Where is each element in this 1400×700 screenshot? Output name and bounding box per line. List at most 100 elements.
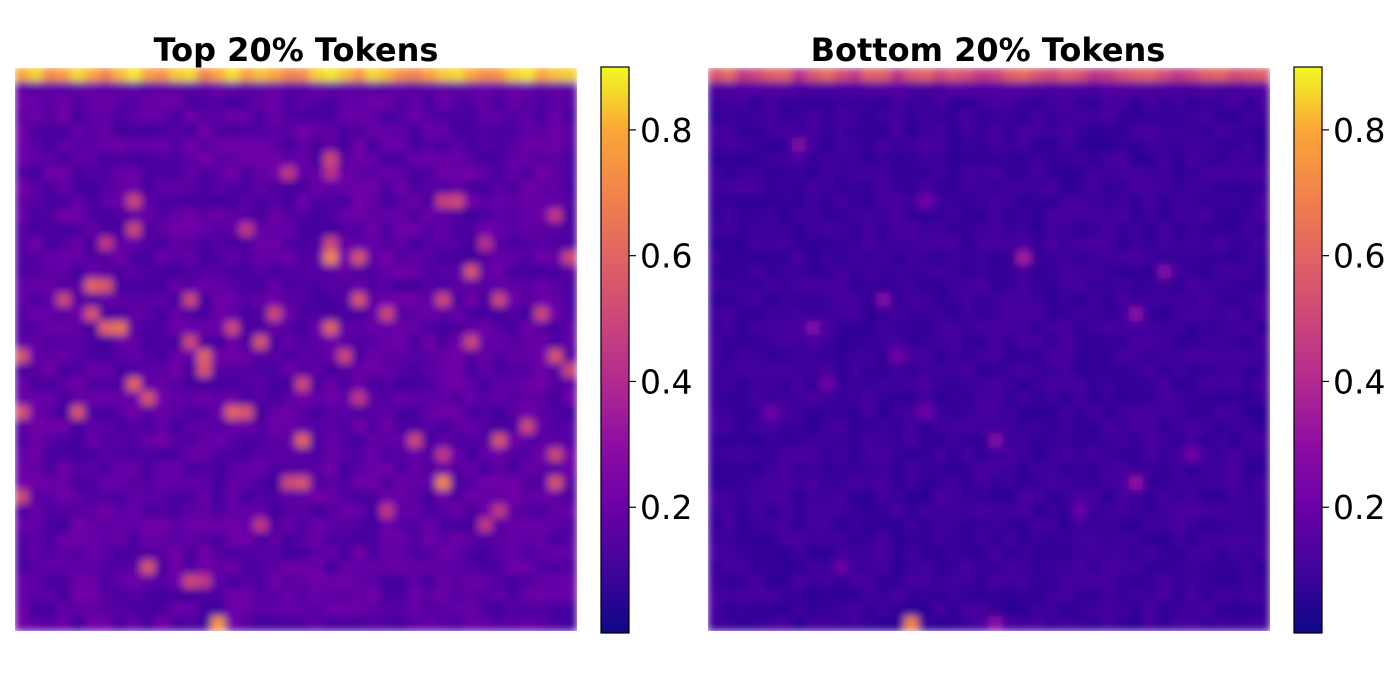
heatmap-cell [281,68,297,83]
heatmap-cell [56,81,72,97]
heatmap-cell [548,166,564,182]
heatmap-cell [1072,475,1088,491]
heatmap-cell [777,433,793,449]
heatmap-cell [890,278,906,294]
heatmap-cell [1129,151,1145,168]
heatmap-cell [1143,180,1159,196]
heatmap-cell [548,489,564,505]
heatmap-cell [169,68,185,83]
heatmap-cell [1030,278,1046,294]
heatmap-cell [1100,616,1116,631]
heatmap-cell [876,377,892,393]
heatmap-cell [1100,166,1116,182]
heatmap-cell [1213,475,1229,491]
heatmap-cell [421,560,437,576]
heatmap-cell [42,137,58,153]
heatmap-cell [749,151,765,168]
heatmap-cell [708,334,723,350]
heatmap-cell [464,151,480,168]
heatmap-cell [450,616,466,631]
heatmap-cell [735,475,751,491]
heatmap-cell [833,447,849,463]
heatmap-cell [112,166,128,182]
heatmap-cell [183,264,199,280]
heatmap-cell [848,503,864,519]
heatmap-cell [1185,574,1201,590]
heatmap-cell [1030,236,1046,252]
heatmap-cell [749,278,765,294]
heatmap-cell [1157,391,1173,407]
heatmap-cell [974,306,990,322]
heatmap-cell [281,208,297,224]
heatmap-cell [1072,447,1088,463]
heatmap-cell [932,433,948,449]
heatmap-cell [281,264,297,280]
heatmap-cell [1030,151,1046,168]
heatmap-cell [862,461,878,477]
heatmap-cell [988,81,1004,97]
heatmap-cell [323,151,339,168]
heatmap-cell [1100,489,1116,505]
heatmap-cell [506,405,522,421]
heatmap-cell [506,208,522,224]
heatmap-cell [478,461,494,477]
heatmap-cell [1058,137,1074,153]
heatmap-cell [42,264,58,280]
heatmap-cell [1213,489,1229,505]
heatmap-cell [337,250,353,266]
heatmap-cell [295,292,311,308]
heatmap-cell [211,123,227,139]
heatmap-cell [169,546,185,562]
heatmap-cell [70,546,86,562]
heatmap-cell [1114,151,1130,168]
heatmap-cell [436,616,452,631]
heatmap-cell [211,433,227,449]
heatmap-cell [15,306,30,322]
heatmap-cell [183,250,199,266]
heatmap-cell [819,278,835,294]
heatmap-cell [946,433,962,449]
heatmap-cell [42,306,58,322]
heatmap-cell [548,363,564,379]
heatmap-cell [749,123,765,139]
heatmap-cell [281,166,297,182]
heatmap-cell [1002,517,1018,533]
heatmap-cell [1002,250,1018,266]
heatmap-cell [84,517,100,533]
heatmap-cell [1241,349,1257,365]
heatmap-cell [365,137,381,153]
heatmap-cell [309,68,325,83]
heatmap-cell [932,419,948,435]
heatmap-cell [763,95,779,111]
heatmap-cell [1030,574,1046,590]
heatmap-cell [70,334,86,350]
heatmap-cell [819,109,835,125]
heatmap-cell [848,250,864,266]
heatmap-cell [721,560,737,576]
heatmap-cell [337,447,353,463]
heatmap-cell [197,405,213,421]
heatmap-cell [946,306,962,322]
heatmap-cell [1016,560,1032,576]
heatmap-cell [478,236,494,252]
heatmap-cell [819,574,835,590]
heatmap-cell [805,546,821,562]
heatmap-cell [169,109,185,125]
heatmap-cell [1044,419,1060,435]
heatmap-cell [848,68,864,83]
heatmap-cell [1157,166,1173,182]
heatmap-cell [520,447,536,463]
heatmap-cell [946,574,962,590]
heatmap-cell [1255,292,1270,308]
heatmap-cell [805,109,821,125]
heatmap-cell [239,405,255,421]
heatmap-cell [1227,391,1243,407]
heatmap-cell [183,123,199,139]
heatmap-cell [988,264,1004,280]
heatmap-cell [126,292,142,308]
heatmap-cell [70,461,86,477]
heatmap-cell [15,503,30,519]
heatmap-cell [1016,81,1032,97]
heatmap-cell [126,109,142,125]
heatmap-cell [763,489,779,505]
